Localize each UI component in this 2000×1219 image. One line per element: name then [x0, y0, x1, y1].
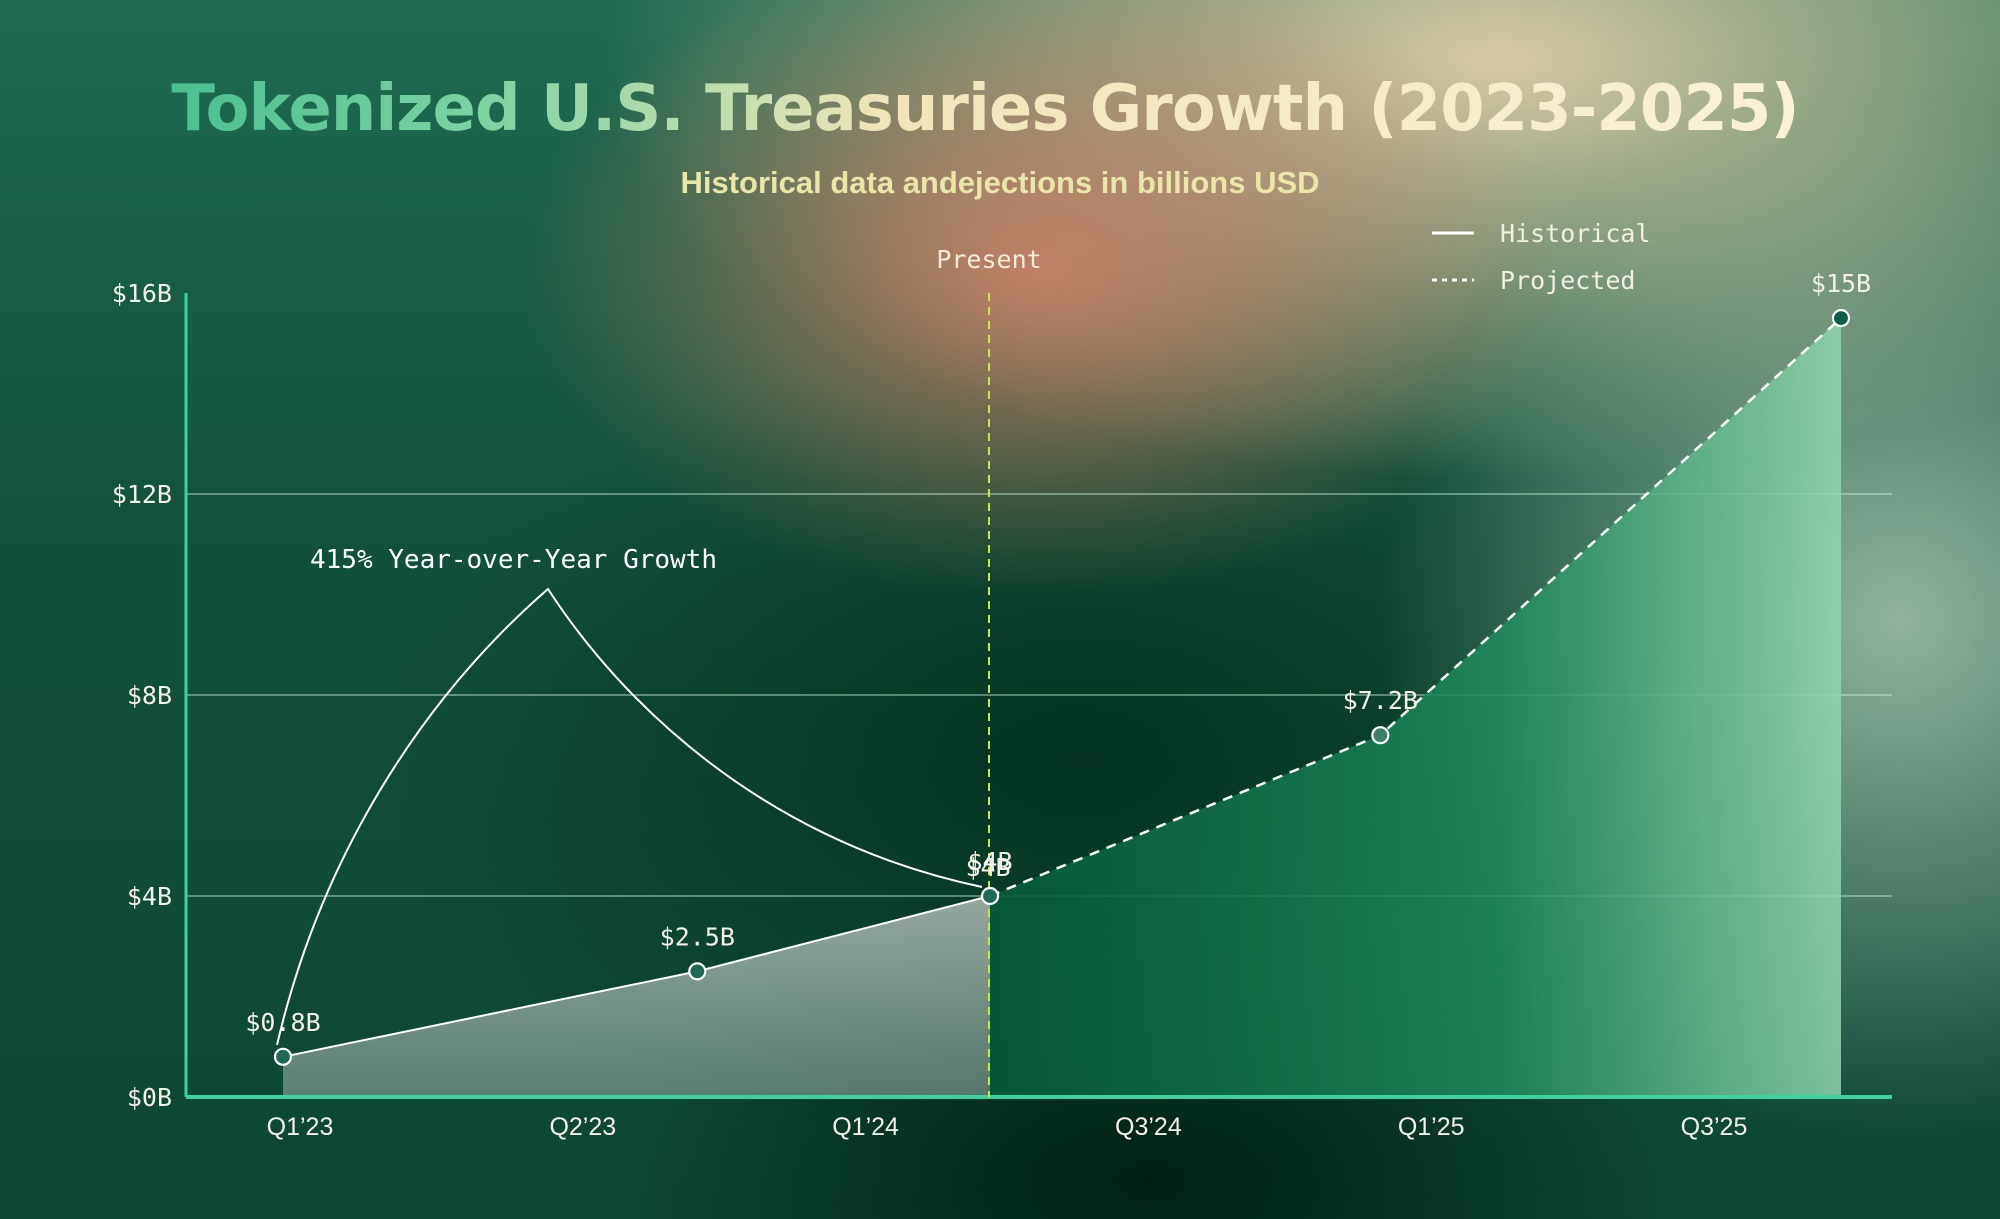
y-axis-ticks: $0B $4B $8B $12B $16B [112, 279, 172, 1112]
legend: Historical Projected [1432, 219, 1651, 295]
data-points [273, 309, 1851, 1066]
x-tick-label: Q1’23 [267, 1113, 334, 1141]
present-label: Present [936, 245, 1041, 274]
area-fills [283, 318, 1841, 1097]
y-tick-label: $12B [112, 480, 172, 509]
x-tick-label: Q1’25 [1398, 1113, 1465, 1141]
data-label: $7.2B [1343, 686, 1418, 715]
data-label: $4B [967, 847, 1012, 876]
x-axis-ticks: Q1’23 Q2’23 Q1’24 Q3’24 Q1’25 Q3’25 [267, 1113, 1748, 1141]
data-point [688, 962, 707, 981]
data-point [980, 886, 1000, 906]
growth-annotation-label: 415% Year-over-Year Growth [310, 545, 717, 575]
y-tick-label: $16B [112, 279, 172, 308]
data-point [1371, 726, 1390, 745]
page-title: Tokenized U.S. Treasuries Growth (2023-2… [0, 72, 1970, 146]
data-label: $15B [1811, 269, 1871, 298]
growth-annotation-arc [276, 587, 983, 1046]
y-tick-label: $8B [127, 681, 172, 710]
projected-area [990, 318, 1841, 1097]
data-label: $4B [965, 853, 1010, 882]
data-point [1831, 309, 1851, 328]
data-label: $0.8B [245, 1008, 320, 1037]
y-tick-label: $0B [127, 1083, 172, 1112]
page-subtitle: Historical data andejections in billions… [680, 165, 1320, 200]
legend-projected-label: Projected [1500, 266, 1635, 295]
x-tick-label: Q1’24 [832, 1113, 899, 1141]
historical-area [283, 896, 991, 1097]
legend-historical-label: Historical [1500, 219, 1651, 248]
x-tick-label: Q2’23 [549, 1113, 616, 1141]
data-label: $2.5B [660, 922, 735, 951]
data-labels: $0.8B $2.5B $4B $7.2B $15B $4B [245, 269, 1871, 1037]
data-point [273, 1047, 293, 1066]
y-tick-label: $4B [127, 882, 172, 911]
x-tick-label: Q3’24 [1115, 1113, 1182, 1141]
x-tick-label: Q3’25 [1681, 1113, 1748, 1141]
